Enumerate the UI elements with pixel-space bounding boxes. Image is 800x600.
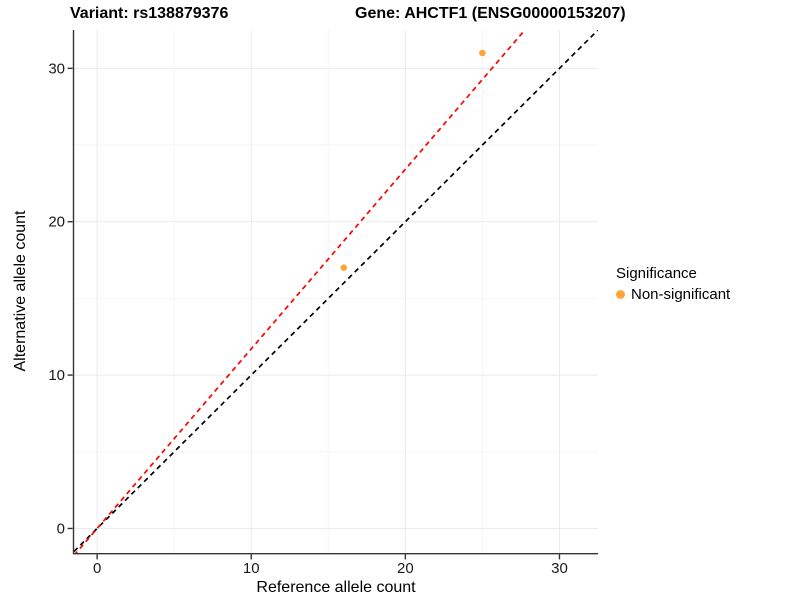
legend: Significance Non-significant	[616, 265, 730, 303]
legend-point-icon	[616, 290, 625, 299]
gene-title: Gene: AHCTF1 (ENSG00000153207)	[355, 5, 626, 22]
y-tick-label: 10	[48, 367, 65, 384]
variant-title: Variant: rs138879376	[70, 5, 229, 22]
legend-title: Significance	[616, 265, 697, 282]
x-tick-label: 0	[93, 560, 101, 577]
y-axis-label: Alternative allele count	[12, 210, 29, 372]
x-axis-label: Reference allele count	[256, 579, 416, 596]
allelic-ratio-line	[74, 30, 526, 553]
identity-line	[74, 30, 598, 553]
y-tick-label: 20	[48, 214, 65, 231]
data-point	[340, 264, 348, 272]
x-tick-label: 30	[551, 560, 568, 577]
y-tick-label: 0	[57, 520, 65, 537]
legend-item-label: Non-significant	[631, 286, 731, 303]
x-tick-label: 20	[397, 560, 414, 577]
legend-item-non-significant: Non-significant	[616, 286, 730, 303]
x-tick-label: 10	[243, 560, 260, 577]
data-point	[479, 49, 486, 57]
y-tick-label: 30	[48, 60, 65, 77]
